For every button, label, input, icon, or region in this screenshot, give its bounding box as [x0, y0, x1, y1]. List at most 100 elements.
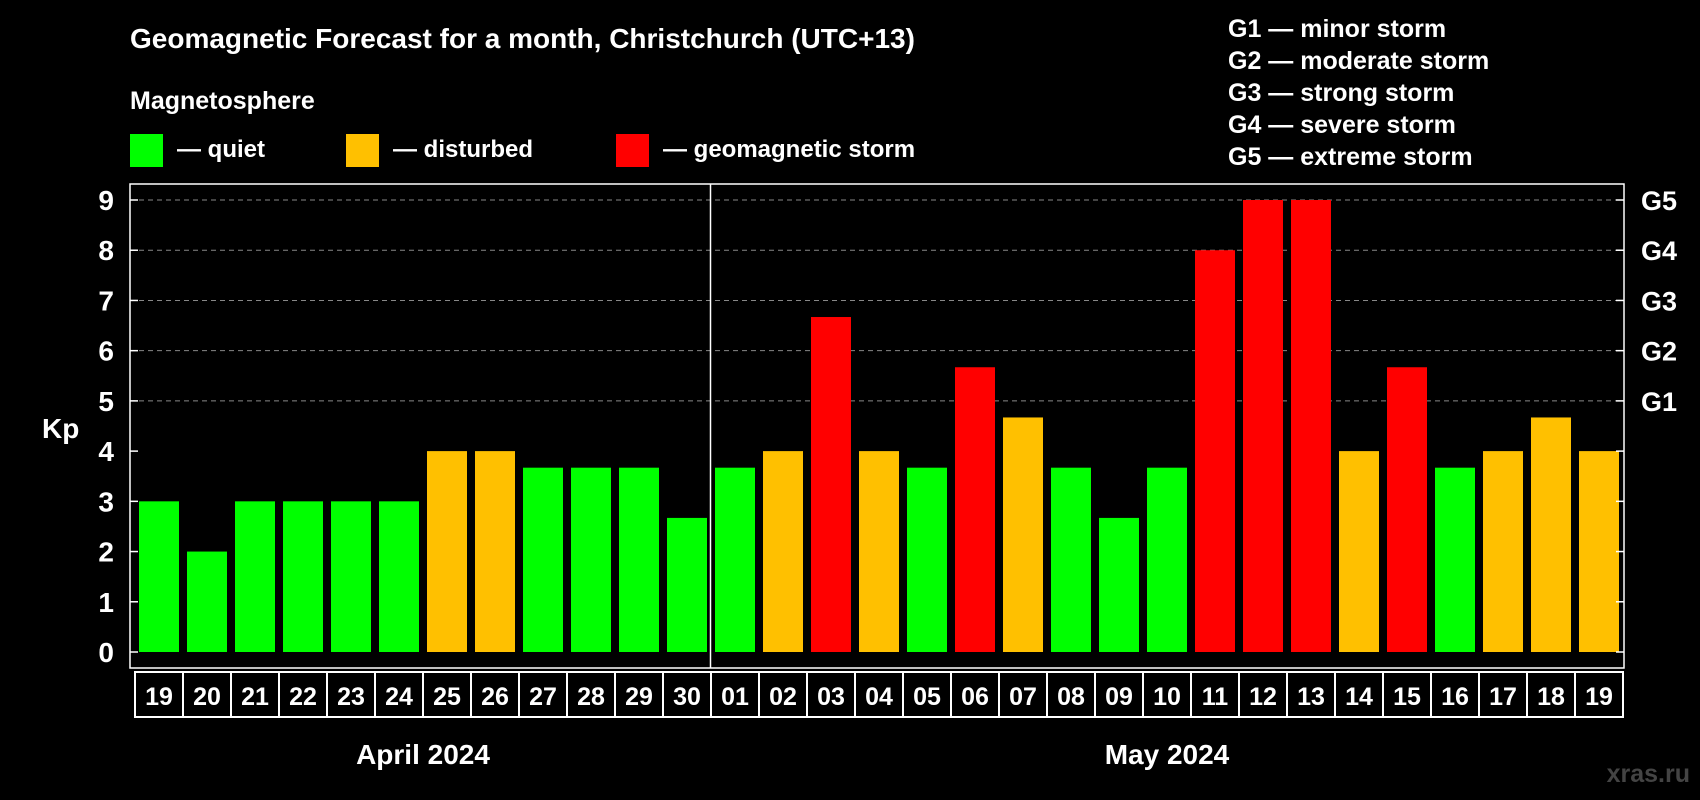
x-tick-label: 24: [385, 683, 413, 711]
g-scale-legend-item: G2 — moderate storm: [1228, 47, 1489, 75]
g-scale-legend-item: G3 — strong storm: [1228, 79, 1454, 107]
bar-8: [523, 467, 563, 652]
bar-12: [715, 467, 755, 652]
x-tick-label: 10: [1153, 683, 1181, 711]
bar-19: [1051, 467, 1091, 652]
x-tick-label: 17: [1489, 683, 1517, 711]
plot-frame: [129, 183, 1625, 669]
bar-29: [1531, 417, 1571, 652]
bar-22: [1195, 250, 1235, 652]
legend: — quiet — disturbed — geomagnetic storm: [130, 134, 915, 167]
bar-17: [955, 367, 995, 652]
g-scale-legend-item: G1 — minor storm: [1228, 15, 1446, 43]
bar-10: [619, 467, 659, 652]
x-tick-label: 01: [721, 683, 749, 711]
bar-21: [1147, 467, 1187, 652]
bar-24: [1291, 200, 1331, 652]
bar-1: [187, 551, 227, 652]
x-axis-categories: 19 20 21 22 23 24 25 26 27 28 29 30 01 02 03 04 05 06 07 08…: [134, 671, 1624, 718]
bar-3: [283, 501, 323, 652]
g-axis-label: G1: [1641, 387, 1677, 417]
x-tick-label: 12: [1249, 683, 1277, 711]
x-tick-label: 14: [1345, 683, 1373, 711]
chart-title: Geomagnetic Forecast for a month, Christ…: [130, 23, 915, 54]
x-tick-label: 23: [337, 683, 365, 711]
bar-16: [907, 467, 947, 652]
x-tick-label: 20: [193, 683, 221, 711]
bar-13: [763, 451, 803, 652]
g-scale-legend-item: G5 — extreme storm: [1228, 143, 1473, 171]
bar-5: [379, 501, 419, 652]
bar-4: [331, 501, 371, 652]
bar-26: [1387, 367, 1427, 652]
x-axis-box: [134, 671, 1624, 718]
x-tick-label: 29: [625, 683, 653, 711]
y-tick-label: 1: [98, 587, 114, 618]
x-tick-label: 19: [1585, 683, 1613, 711]
bar-7: [475, 451, 515, 652]
x-tick-label: 03: [817, 683, 845, 711]
g-axis-label: G5: [1641, 186, 1677, 216]
x-tick-label: 02: [769, 683, 797, 711]
legend-swatch: [616, 134, 649, 167]
watermark: xras.ru: [1607, 760, 1690, 788]
bar-27: [1435, 467, 1475, 652]
legend-label: — geomagnetic storm: [663, 136, 915, 163]
bar-18: [1003, 417, 1043, 652]
bar-20: [1099, 517, 1139, 652]
bar-0: [139, 501, 179, 652]
y-tick-label: 5: [98, 386, 114, 417]
legend-swatch: [346, 134, 379, 167]
y-tick-label: 4: [98, 436, 114, 467]
g-axis-label: G2: [1641, 337, 1677, 367]
x-tick-label: 04: [865, 683, 893, 711]
x-tick-label: 21: [241, 683, 269, 711]
y-axis-label: Kp: [42, 413, 79, 444]
legend-label: — quiet: [177, 136, 265, 163]
y-tick-label: 0: [98, 637, 114, 668]
right-axis-g-labels: G1 G2 G3 G4 G5: [1641, 186, 1677, 417]
y-tick-label: 8: [98, 235, 114, 266]
g-scale-legend: G1 — minor storm G2 — moderate storm G3 — …: [1228, 15, 1489, 171]
x-tick-label: 18: [1537, 683, 1565, 711]
x-tick-label: 11: [1202, 683, 1229, 711]
month-label: May 2024: [1105, 739, 1230, 770]
x-tick-label: 15: [1393, 683, 1421, 711]
legend-title: Magnetosphere: [130, 87, 315, 115]
bar-6: [427, 451, 467, 652]
y-tick-label: 3: [98, 486, 114, 517]
x-tick-label: 19: [145, 683, 173, 711]
bar-23: [1243, 200, 1283, 652]
x-tick-label: 08: [1057, 683, 1085, 711]
bar-25: [1339, 451, 1379, 652]
x-tick-label: 05: [913, 683, 941, 711]
y-axis-ticks: 0 1 2 3 4 5 6 7 8 9: [98, 185, 1624, 668]
x-tick-label: 26: [481, 683, 509, 711]
y-tick-label: 2: [98, 537, 114, 568]
bar-14: [811, 317, 851, 652]
g-scale-legend-item: G4 — severe storm: [1228, 111, 1456, 139]
x-tick-label: 28: [577, 683, 605, 711]
y-tick-label: 7: [98, 285, 114, 316]
x-tick-label: 16: [1441, 683, 1469, 711]
bar-28: [1483, 451, 1523, 652]
bar-11: [667, 517, 707, 652]
legend-label: — disturbed: [393, 136, 533, 163]
month-label: April 2024: [356, 739, 490, 770]
x-tick-label: 13: [1297, 683, 1325, 711]
x-tick-label: 06: [961, 683, 989, 711]
bar-15: [859, 451, 899, 652]
y-tick-label: 9: [98, 185, 114, 216]
grid-lines: [130, 199, 1624, 402]
bars: [139, 184, 1619, 668]
x-tick-label: 09: [1105, 683, 1133, 711]
bar-2: [235, 501, 275, 652]
bar-9: [571, 467, 611, 652]
x-tick-label: 30: [673, 683, 701, 711]
x-tick-label: 25: [433, 683, 461, 711]
x-tick-label: 22: [289, 683, 317, 711]
y-tick-label: 6: [98, 336, 114, 367]
x-tick-label: 27: [529, 683, 557, 711]
bar-30: [1579, 451, 1619, 652]
